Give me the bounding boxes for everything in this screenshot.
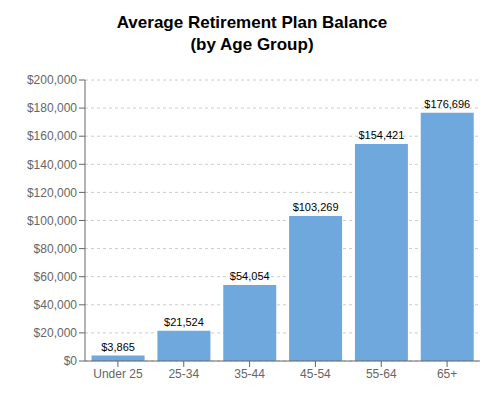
svg-text:65+: 65+ <box>437 367 457 381</box>
svg-text:$100,000: $100,000 <box>27 214 77 228</box>
svg-text:$120,000: $120,000 <box>27 186 77 200</box>
svg-text:$60,000: $60,000 <box>34 270 78 284</box>
svg-text:$20,000: $20,000 <box>34 326 78 340</box>
svg-text:$140,000: $140,000 <box>27 158 77 172</box>
svg-text:$54,054: $54,054 <box>230 270 270 282</box>
svg-text:$154,421: $154,421 <box>358 129 404 141</box>
svg-text:$200,000: $200,000 <box>27 73 77 87</box>
svg-text:55-64: 55-64 <box>366 367 397 381</box>
svg-text:$103,269: $103,269 <box>293 201 339 213</box>
html-text:Average Retirement Plan Balanc: Average Retirement Plan Balance <box>116 13 388 32</box>
svg-text:$160,000: $160,000 <box>27 129 77 143</box>
svg-text:45-54: 45-54 <box>300 367 331 381</box>
svg-text:25-34: 25-34 <box>168 367 199 381</box>
svg-text:Under 25: Under 25 <box>93 367 143 381</box>
svg-text:$80,000: $80,000 <box>34 242 78 256</box>
svg-text:$3,865: $3,865 <box>101 341 135 353</box>
svg-text:$40,000: $40,000 <box>34 298 78 312</box>
svg-text:$176,696: $176,696 <box>424 98 470 110</box>
svg-text:$21,524: $21,524 <box>164 316 204 328</box>
svg-text:35-44: 35-44 <box>234 367 265 381</box>
svg-text:$0: $0 <box>64 354 78 368</box>
html-text:(by Age Group): (by Age Group) <box>190 35 314 54</box>
svg-text:$180,000: $180,000 <box>27 101 77 115</box>
